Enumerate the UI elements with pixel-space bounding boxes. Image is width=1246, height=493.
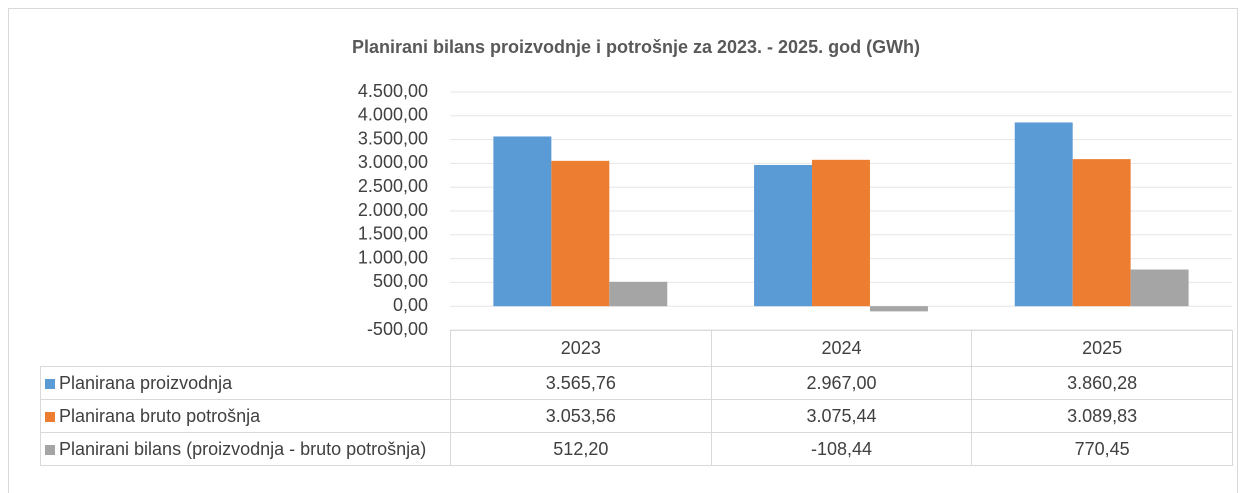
bar xyxy=(551,160,610,307)
y-tick-label: 3.000,00 xyxy=(358,152,428,172)
value-label: 2.967,00 xyxy=(710,365,973,400)
y-tick-label: 2.000,00 xyxy=(358,200,428,220)
legend-label: Planirana bruto potrošnja xyxy=(59,405,261,426)
bar xyxy=(1014,122,1073,307)
bar xyxy=(1130,269,1189,307)
legend-cell: Planirana bruto potrošnja xyxy=(40,398,451,433)
legend-key xyxy=(45,411,55,422)
bar xyxy=(609,281,668,307)
bar xyxy=(1072,159,1131,307)
category-label: 2023 xyxy=(450,330,712,367)
y-tick-label: 0,00 xyxy=(393,295,428,315)
chart-title: Planirani bilans proizvodnje i potrošnje… xyxy=(352,37,920,57)
y-tick-label: 3.500,00 xyxy=(358,128,428,148)
value-label: 3.089,83 xyxy=(971,398,1233,433)
legend-cell: Planirana proizvodnja xyxy=(40,365,451,400)
value-label: 770,45 xyxy=(971,431,1233,466)
legend-key xyxy=(45,444,55,455)
bar xyxy=(869,306,928,312)
series-row: Planirana proizvodnja 3.565,76 2.967,00 3.8… xyxy=(40,365,1233,400)
y-tick-label: 1.500,00 xyxy=(358,224,428,244)
y-tick-label: 500,00 xyxy=(373,271,428,291)
series-row: Planirana bruto potrošnja 3.053,56 3.075,4… xyxy=(40,398,1233,433)
category-label: 2024 xyxy=(710,330,973,367)
value-label: 512,20 xyxy=(450,431,712,466)
category-label: 2025 xyxy=(971,330,1233,367)
legend-cell: Planirani bilans (proizvodnja - bruto po… xyxy=(40,431,451,466)
bar xyxy=(493,136,552,307)
y-tick-label: 4.500,00 xyxy=(358,81,428,101)
value-label: 3.075,44 xyxy=(710,398,973,433)
header-row: 2023 2024 2025 xyxy=(40,330,1233,367)
blank-cell xyxy=(40,330,451,366)
y-tick-label: 1.000,00 xyxy=(358,247,428,267)
value-label: 3.565,76 xyxy=(450,365,712,400)
legend-key xyxy=(45,378,55,389)
legend-label: Planirana proizvodnja xyxy=(59,372,233,393)
data-table: 2023 2024 2025 Planirana proizvodnja 3.565,7… xyxy=(40,330,1233,466)
bar xyxy=(754,164,813,307)
value-label: 3.053,56 xyxy=(450,398,712,433)
chart-border xyxy=(8,8,1238,493)
value-label: 3.860,28 xyxy=(971,365,1233,400)
series-row: Planirani bilans (proizvodnja - bruto po… xyxy=(40,431,1233,466)
y-tick-label: 4.000,00 xyxy=(358,105,428,125)
bar xyxy=(812,159,870,307)
y-tick-label: 2.500,00 xyxy=(358,176,428,196)
legend-label: Planirani bilans (proizvodnja - bruto po… xyxy=(59,438,427,459)
value-label: -108,44 xyxy=(710,431,973,466)
